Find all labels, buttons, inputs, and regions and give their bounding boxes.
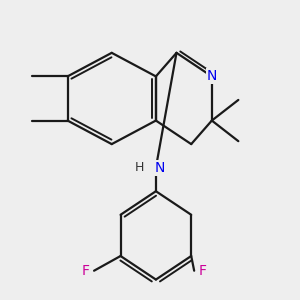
Text: H: H [135, 161, 144, 174]
Text: N: N [154, 161, 165, 175]
Text: N: N [207, 69, 217, 83]
Text: F: F [81, 264, 89, 278]
Text: F: F [199, 264, 207, 278]
